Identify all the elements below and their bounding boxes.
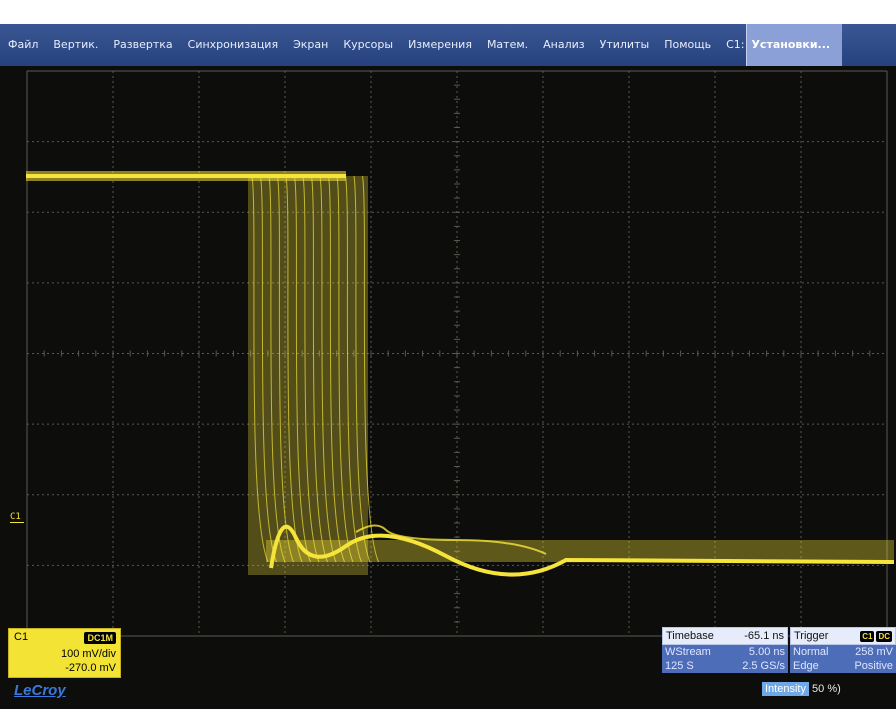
lecroy-logo: LeCroy: [14, 682, 66, 699]
trace-edge: [336, 175, 354, 563]
menu-utilities[interactable]: Утилиты: [599, 38, 650, 51]
trigger-coupling-badge: DC: [876, 630, 892, 642]
trace-edge: [251, 175, 269, 563]
menu-timebase[interactable]: Развертка: [113, 38, 173, 51]
trace-low-level: [269, 524, 895, 577]
trigger-descriptor[interactable]: Trigger C1 DC Normal 258 mV Edge Positiv…: [790, 627, 896, 677]
menu-setup-button[interactable]: Установки...: [746, 24, 843, 66]
trigger-level: 258 mV: [855, 646, 893, 658]
trigger-source-badge: C1: [860, 630, 875, 642]
trace-edge: [285, 175, 303, 563]
trigger-label: Trigger: [794, 630, 829, 642]
intensity-control[interactable]: Intensity 50 %): [762, 682, 841, 696]
memory-depth: 125 S: [665, 660, 694, 672]
channel-marker[interactable]: C1: [10, 512, 21, 522]
trace-edge-band: [248, 176, 368, 575]
intensity-label: Intensity: [762, 682, 809, 696]
sample-rate: 2.5 GS/s: [742, 660, 785, 672]
trace-edge: [260, 175, 277, 563]
trace-edge: [311, 175, 328, 563]
trace-edge: [294, 175, 311, 563]
menu-analysis[interactable]: Анализ: [543, 38, 585, 51]
menu-vertical[interactable]: Вертик.: [53, 38, 99, 51]
menu-measure[interactable]: Измерения: [408, 38, 472, 51]
channel-marker-line: [10, 522, 24, 523]
trigger-mode: Normal: [793, 646, 829, 658]
time-per-div: 5.00 ns: [748, 646, 785, 658]
timebase-mode: WStream: [665, 646, 711, 658]
trace-edge: [345, 175, 362, 563]
offset-value: -270.0 mV: [65, 662, 116, 674]
menu-math[interactable]: Матем.: [486, 38, 529, 51]
waveform-trace: [26, 171, 895, 577]
waveform-grid: [26, 68, 896, 642]
intensity-value: 50 %): [812, 683, 841, 695]
trace-edge: [302, 175, 320, 563]
timebase-delay: -65.1 ns: [744, 630, 784, 642]
menu-help[interactable]: Помощь: [664, 38, 712, 51]
channel-descriptor[interactable]: C1 DC1M 100 mV/div -270.0 mV: [8, 628, 121, 678]
scope-screen: Файл Вертик. Развертка Синхронизация Экр…: [0, 24, 896, 709]
coupling-badge: DC1M: [84, 632, 116, 644]
trace-edge: [362, 175, 379, 563]
channel-name: C1: [14, 631, 29, 643]
menu-display[interactable]: Экран: [293, 38, 329, 51]
trace-edge: [268, 175, 286, 563]
trigger-type: Edge: [793, 660, 819, 672]
graticule: [26, 70, 888, 637]
menu-cursors[interactable]: Курсоры: [343, 38, 394, 51]
volts-per-div: 100 mV/div: [60, 648, 116, 660]
menu-trigger[interactable]: Синхронизация: [187, 38, 279, 51]
menu-channel-label: C1:: [726, 38, 745, 51]
trace-edge: [319, 175, 337, 563]
menu-bar: Файл Вертик. Развертка Синхронизация Экр…: [0, 24, 896, 66]
timebase-label: Timebase: [666, 630, 714, 642]
trace-edge: [328, 175, 345, 563]
menu-file[interactable]: Файл: [8, 38, 39, 51]
timebase-descriptor[interactable]: Timebase -65.1 ns WStream 5.00 ns 125 S …: [662, 627, 788, 677]
trace-edge: [277, 175, 294, 563]
trigger-slope: Positive: [854, 660, 893, 672]
trace-ringing: [355, 524, 547, 555]
